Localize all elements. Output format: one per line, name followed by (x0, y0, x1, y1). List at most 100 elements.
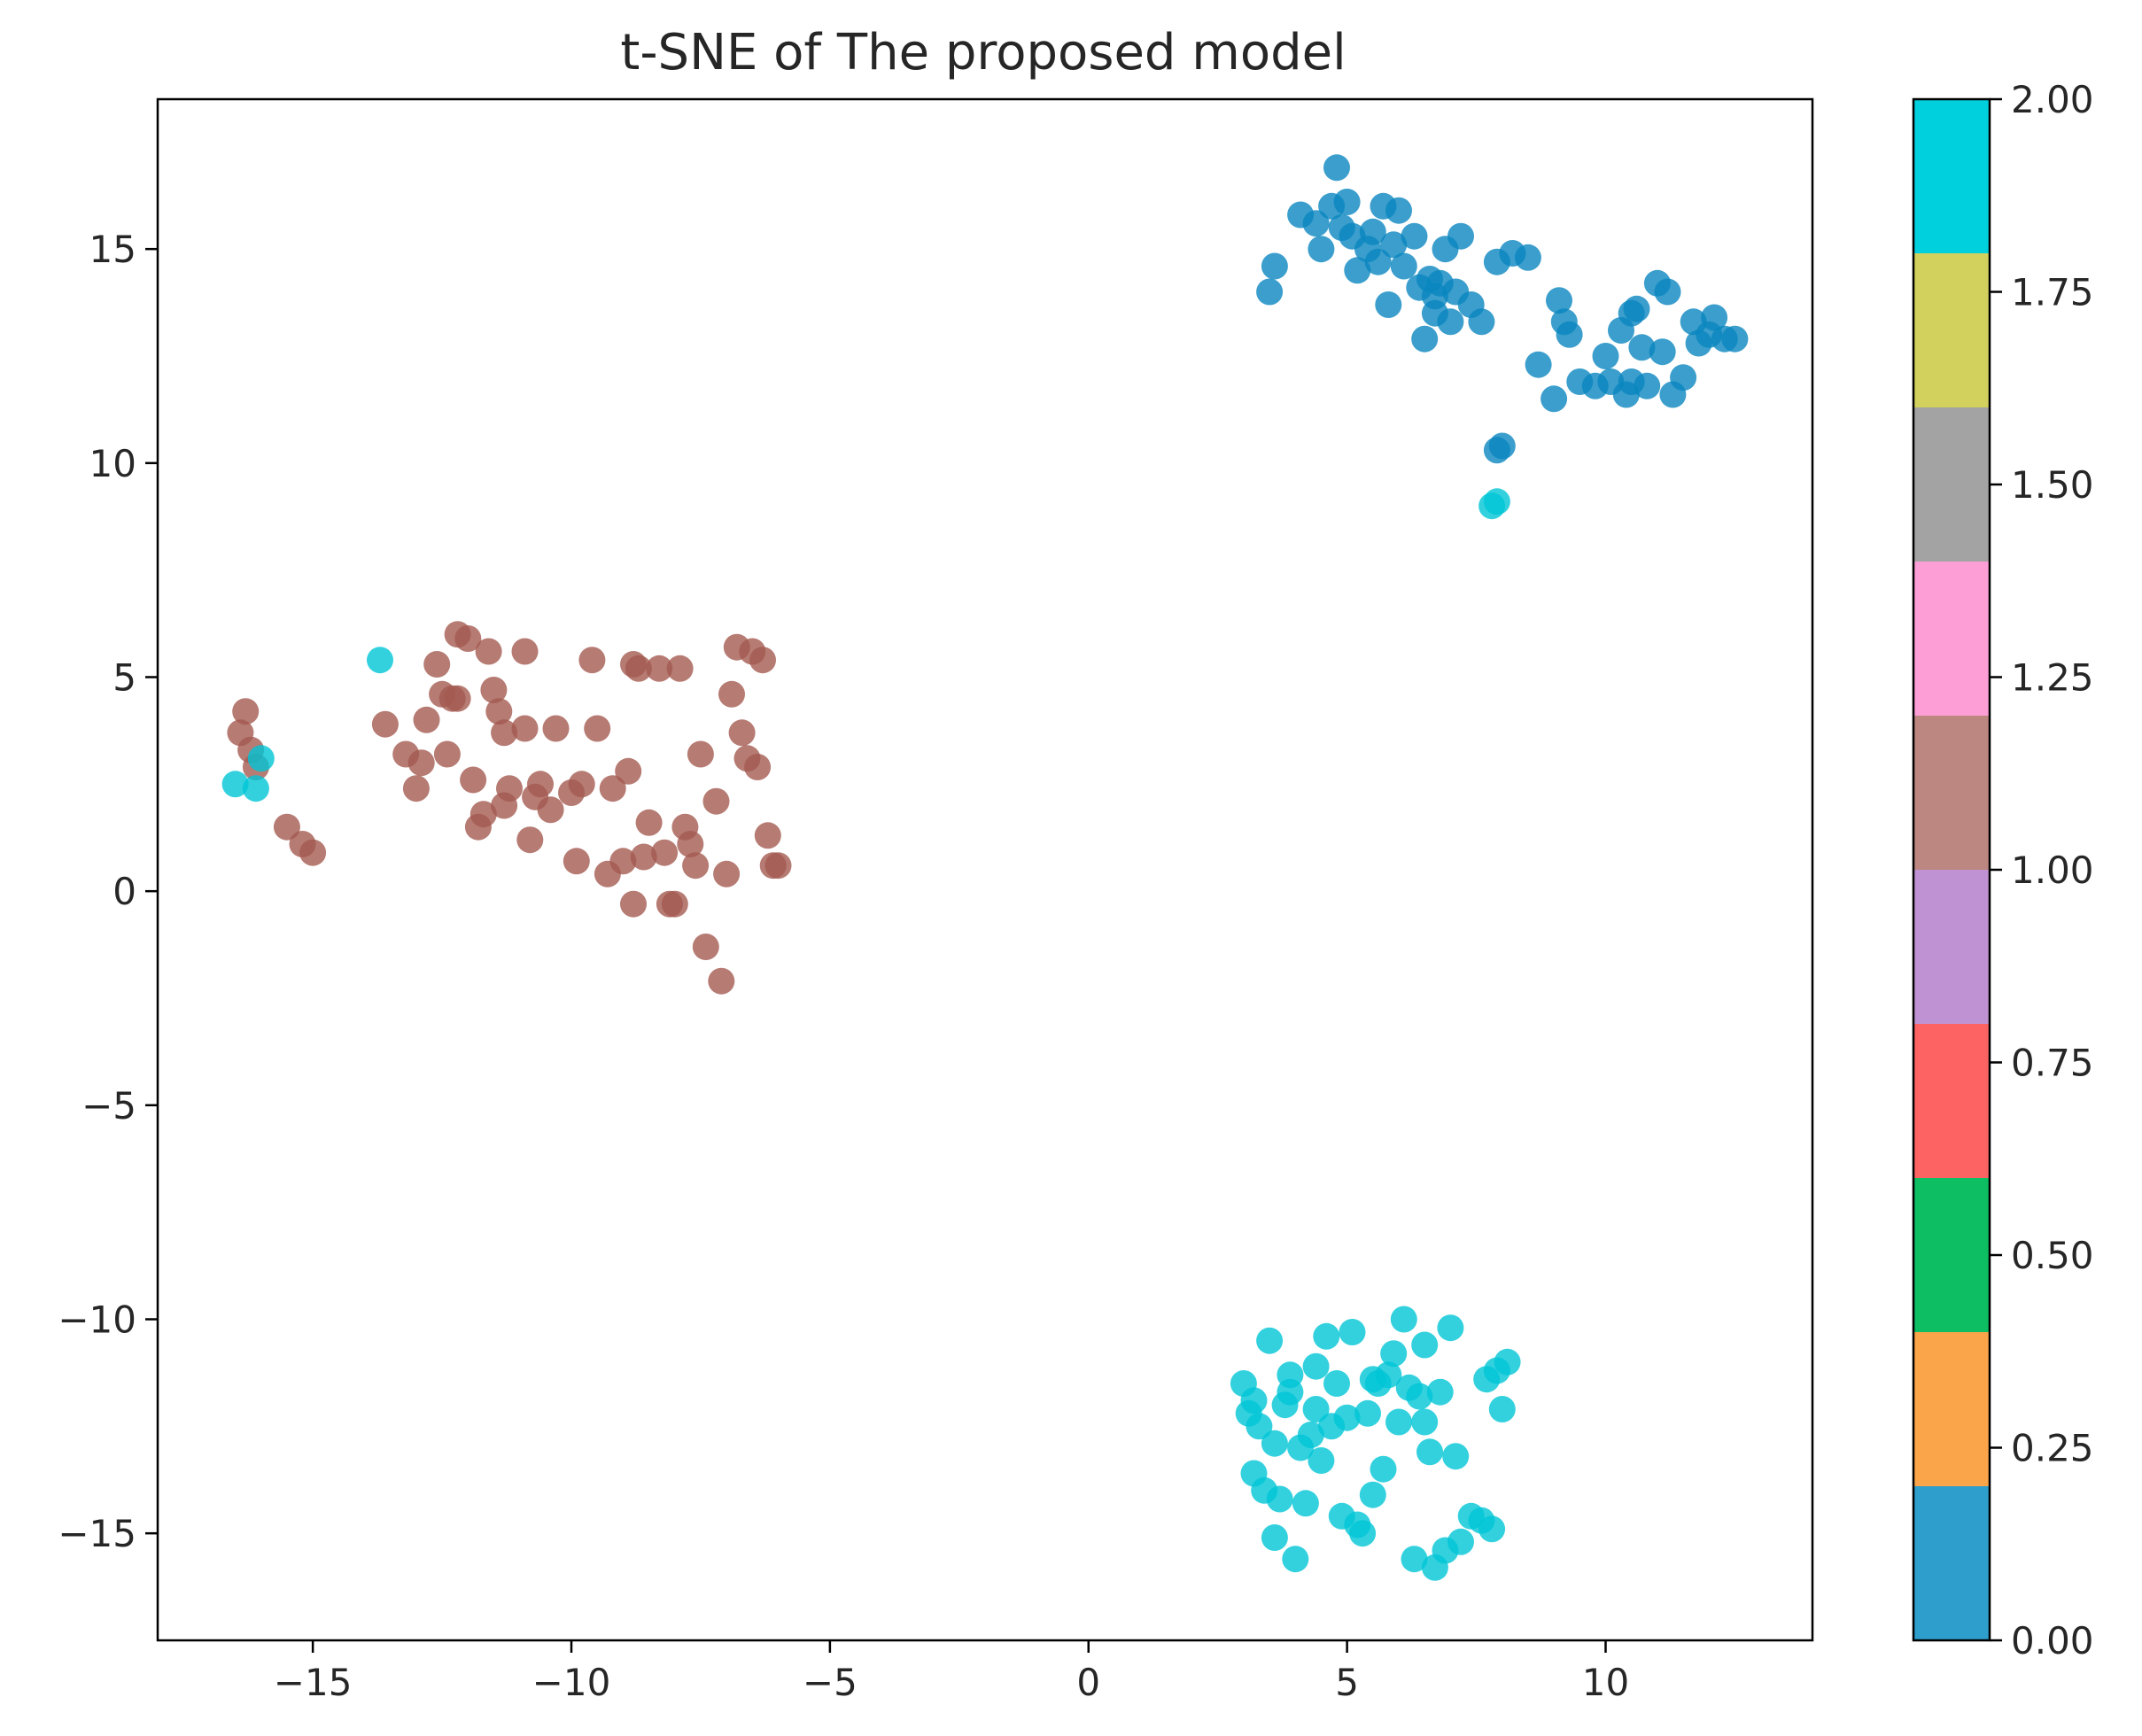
point-class-1-7 (371, 710, 399, 738)
point-class-2-37 (1390, 1306, 1417, 1333)
colorbar-band-1 (1913, 1332, 1990, 1486)
point-class-1-10 (407, 749, 435, 777)
point-class-0-18 (1390, 252, 1417, 280)
point-class-1-11 (413, 706, 440, 733)
point-class-0-44 (1592, 343, 1619, 369)
colorbar-tick-label: 1.75 (2011, 271, 2094, 314)
x-tick-label: 10 (1582, 1661, 1629, 1704)
point-class-0-6 (1323, 154, 1350, 182)
y-tick-label: 10 (89, 442, 136, 485)
point-class-0-56 (1670, 364, 1697, 391)
point-class-2-22 (1313, 1322, 1340, 1350)
colorbar-tick-label: 2.00 (2011, 78, 2094, 121)
point-class-1-41 (630, 843, 657, 871)
point-class-1-43 (646, 655, 673, 682)
point-class-2-30 (1354, 1399, 1381, 1427)
point-class-2-5 (1483, 488, 1510, 515)
point-class-1-36 (599, 775, 626, 802)
point-class-2-54 (1488, 1396, 1516, 1422)
point-class-1-69 (511, 715, 539, 742)
point-class-2-13 (1266, 1485, 1293, 1513)
x-tick-label: 5 (1335, 1661, 1359, 1704)
point-class-2-47 (1442, 1443, 1470, 1470)
point-class-1-23 (485, 698, 513, 725)
point-class-0-28 (1447, 222, 1474, 250)
point-class-1-49 (682, 852, 710, 880)
point-class-0-34 (1514, 244, 1541, 271)
point-class-0-53 (1649, 338, 1676, 366)
y-tick-label: −15 (58, 1512, 136, 1555)
point-class-1-65 (656, 890, 683, 918)
point-class-1-38 (615, 757, 642, 785)
point-class-2-19 (1297, 1422, 1324, 1448)
point-class-1-12 (423, 651, 451, 678)
point-class-2-61 (1240, 1387, 1268, 1414)
point-class-1-1 (232, 698, 260, 725)
point-class-1-26 (516, 826, 544, 854)
point-class-2-27 (1339, 1319, 1366, 1345)
point-class-0-15 (1375, 291, 1402, 318)
point-class-1-56 (728, 719, 756, 747)
point-class-1-32 (568, 771, 595, 798)
y-tick-label: 0 (113, 870, 136, 913)
point-class-2-40 (1406, 1383, 1433, 1410)
x-tick-label: −10 (532, 1661, 611, 1704)
colorbar-band-3 (1913, 1024, 1990, 1178)
y-tick-label: 15 (89, 228, 136, 271)
point-class-2-57 (1302, 1352, 1330, 1380)
point-class-2-41 (1411, 1331, 1439, 1359)
x-tick-label: −15 (274, 1661, 353, 1704)
point-class-2-0 (221, 771, 249, 798)
point-class-1-14 (433, 740, 461, 768)
point-class-0-37 (1525, 351, 1552, 378)
point-class-1-29 (537, 796, 564, 824)
point-class-2-56 (1277, 1361, 1304, 1389)
point-class-0-3 (1302, 210, 1330, 237)
point-class-1-34 (584, 715, 611, 742)
point-class-0-19 (1401, 222, 1428, 250)
point-class-1-48 (677, 831, 704, 857)
point-class-0-63 (1618, 368, 1645, 395)
point-class-2-29 (1349, 1520, 1377, 1547)
point-class-0-36 (1488, 432, 1516, 460)
point-class-2-36 (1385, 1408, 1412, 1436)
point-class-2-18 (1292, 1490, 1319, 1517)
plot-area-frame (156, 97, 1814, 1642)
point-class-2-59 (1411, 1408, 1439, 1436)
point-class-1-21 (475, 638, 502, 665)
point-class-2-33 (1370, 1455, 1397, 1483)
point-class-0-41 (1556, 321, 1583, 348)
point-class-0-38 (1541, 385, 1568, 413)
y-tick-label: −5 (81, 1084, 136, 1128)
colorbar-band-2 (1913, 1178, 1990, 1332)
point-class-1-60 (749, 647, 776, 674)
y-tick-label: −10 (58, 1298, 136, 1342)
y-tick-label: 5 (113, 656, 136, 700)
y-axis: −15 −10 −5 0 5 10 15 (58, 228, 158, 1555)
point-class-1-59 (744, 754, 772, 780)
point-class-1-63 (764, 852, 792, 880)
point-class-1-22 (480, 677, 508, 703)
point-class-2-55 (1494, 1348, 1521, 1376)
point-class-0-21 (1411, 325, 1439, 353)
colorbar-tick-label: 0.75 (2011, 1042, 2094, 1085)
point-class-2-21 (1308, 1447, 1335, 1474)
x-axis: −15 −10 −5 0 5 10 (274, 1640, 1629, 1704)
point-class-2-31 (1359, 1481, 1386, 1508)
point-class-1-50 (687, 740, 714, 768)
point-class-1-64 (708, 967, 735, 995)
point-class-1-33 (578, 647, 606, 674)
colorbar-band-4 (1913, 870, 1990, 1024)
point-class-0-62 (1721, 325, 1749, 353)
point-class-0-26 (1437, 308, 1464, 336)
colorbar-band-5 (1913, 716, 1990, 870)
point-class-1-66 (620, 890, 647, 918)
colorbar-band-8 (1913, 253, 1990, 407)
point-class-0-4 (1308, 236, 1335, 263)
point-class-1-4 (273, 813, 300, 841)
point-class-1-18 (460, 766, 487, 794)
point-class-2-12 (1261, 1430, 1288, 1457)
